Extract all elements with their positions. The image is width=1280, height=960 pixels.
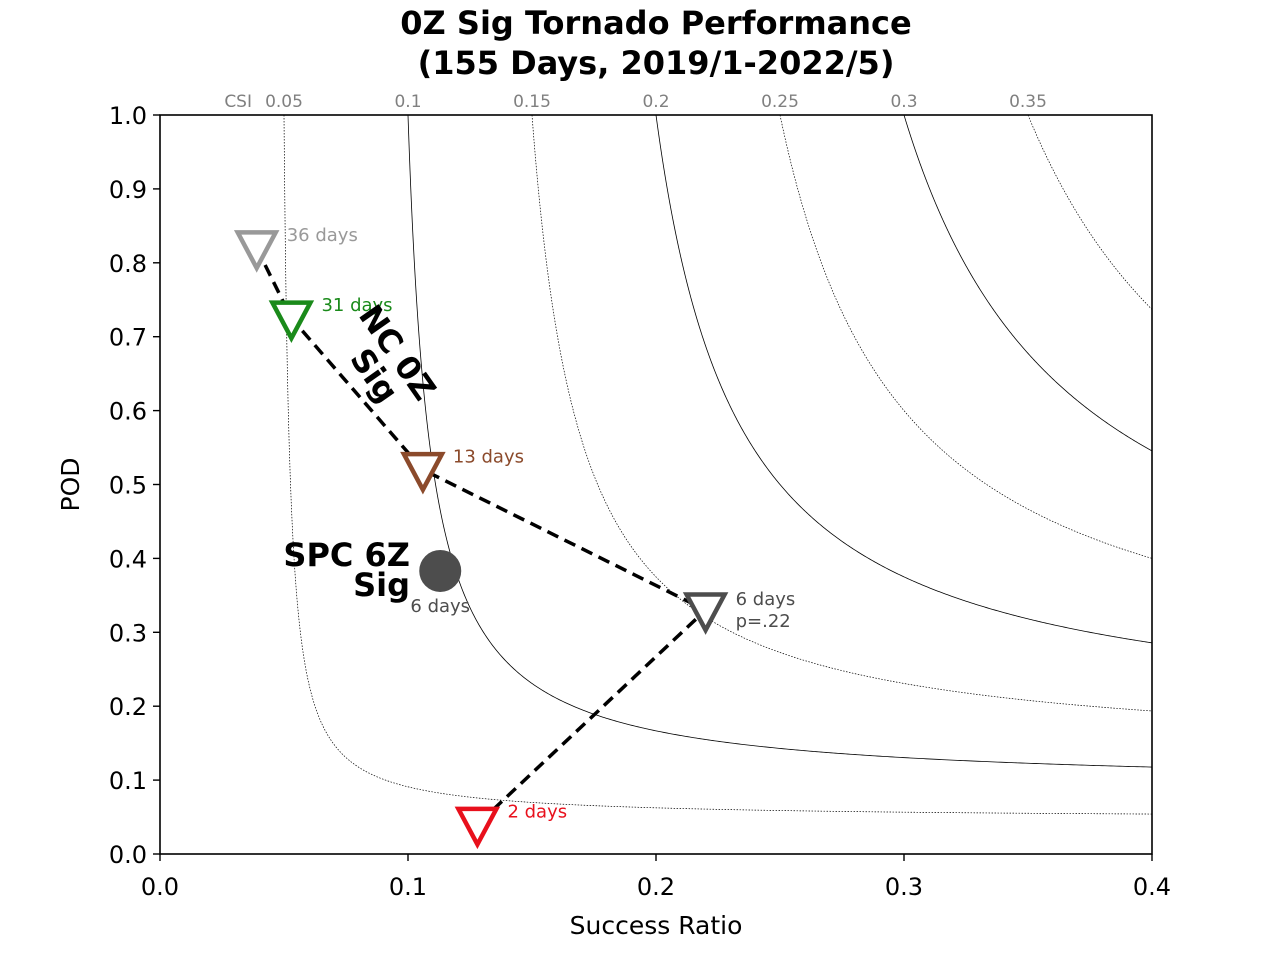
y-axis-ticks: 0.0 0.1 0.2 0.3 0.4 0.5 0.6 0.7 0.8 0.9 1.0 [109,102,160,869]
y-tick-label: 0.5 [109,472,147,500]
y-tick-label: 0.7 [109,324,147,352]
chart-title-line1: 0Z Sig Tornado Performance [400,4,911,42]
x-axis-ticks: 0.0 0.1 0.2 0.3 0.4 [141,854,1171,901]
csi-label-0.1: 0.1 [394,92,421,112]
nc-marker-label-3-line2: p=.22 [736,611,791,632]
csi-label-0.3: 0.3 [890,92,917,112]
y-tick-label: 0.6 [109,398,147,426]
nc-marker-3 [682,592,729,635]
y-tick-label: 0.2 [109,693,147,721]
x-tick-label: 0.4 [1133,873,1171,901]
csi-label-0.35: 0.35 [1009,92,1047,112]
y-tick-label: 1.0 [109,102,147,130]
nc-marker-0 [233,230,280,273]
csi-label-0.25: 0.25 [761,92,799,112]
x-tick-label: 0.0 [141,873,179,901]
csi-label-0.15: 0.15 [513,92,551,112]
csi-contour-0.2 [655,114,1153,644]
spc-marker-label: 6 days [410,596,470,617]
y-tick-label: 0.4 [109,545,147,573]
chart-title-line2: (155 Days, 2019/1-2022/5) [418,44,895,82]
csi-contour-0.35 [1027,114,1153,310]
x-tick-label: 0.3 [885,873,923,901]
y-tick-label: 0.9 [109,176,147,204]
x-tick-label: 0.2 [637,873,675,901]
nc-marker-label-1: 31 days [321,295,392,316]
nc-marker-label-3-line1: 6 days [736,589,796,610]
nc-marker-label-4: 2 days [507,801,567,822]
nc-marker-label-2: 13 days [453,447,524,468]
nc-marker-4 [454,806,501,850]
nc-marker-2 [400,451,446,495]
y-tick-label: 0.1 [109,767,147,795]
y-tick-label: 0.3 [109,619,147,647]
spc-annotation-line2: Sig [353,566,410,604]
csi-label-0.2: 0.2 [642,92,669,112]
x-axis-label: Success Ratio [570,911,743,940]
x-tick-label: 0.1 [389,873,427,901]
spc-marker [419,549,462,592]
csi-label-0.05: 0.05 [265,92,303,112]
csi-contour-0.05 [283,114,1153,815]
nc-marker-1 [268,300,315,343]
csi-contour-0.25 [779,114,1153,559]
y-axis-label: POD [56,457,85,511]
y-tick-label: 0.0 [109,841,147,869]
nc-marker-label-0: 36 days [287,225,358,246]
csi-contour-0.15 [531,114,1153,712]
csi-prefix-label: CSI [224,92,252,112]
csi-contour-0.3 [903,114,1153,452]
y-tick-label: 0.8 [109,250,147,278]
spc-annotation-line1: SPC 6Z [283,536,410,574]
